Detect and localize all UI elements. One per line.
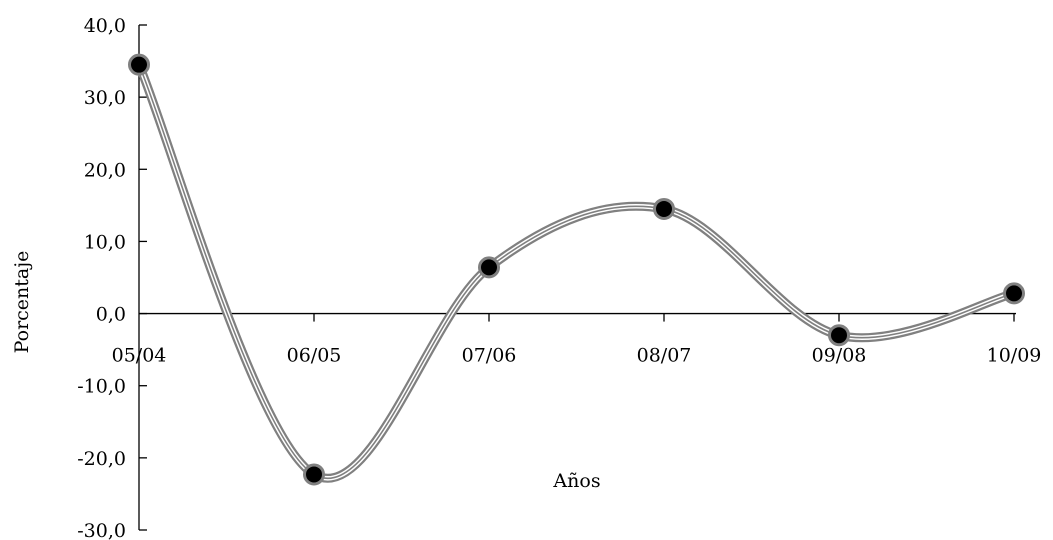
- x-axis: 05/04 06/05 07/06 08/07 09/08 10/09: [112, 312, 1042, 367]
- y-tick-label: 40,0: [84, 15, 126, 37]
- x-axis-title: Años: [552, 470, 600, 492]
- y-tick-label: -20,0: [77, 448, 126, 470]
- series-line: [134, 60, 1019, 483]
- data-point: [303, 463, 325, 486]
- y-tick-label: -30,0: [77, 520, 126, 540]
- x-tick-label: 07/06: [462, 345, 517, 367]
- y-tick-label: -10,0: [77, 376, 126, 398]
- data-point: [128, 53, 150, 76]
- y-axis-title: Porcentaje: [11, 251, 33, 354]
- data-point: [828, 324, 850, 347]
- x-tick-label: 10/09: [987, 345, 1042, 367]
- data-point: [478, 256, 500, 279]
- y-tick-label: 30,0: [84, 87, 126, 109]
- data-points: [128, 53, 1025, 486]
- data-point: [1003, 282, 1025, 305]
- y-tick-label: 20,0: [84, 159, 126, 181]
- x-tick-label: 09/08: [812, 345, 867, 367]
- series-line-inner: [136, 62, 1017, 481]
- y-tick-label: 10,0: [84, 231, 126, 253]
- y-axis: -30,0 -20,0 -10,0 0,0 10,0 20,0 30,0 40,0: [77, 15, 147, 540]
- x-tick-label: 06/05: [287, 345, 342, 367]
- x-tick-label: 05/04: [112, 345, 167, 367]
- x-tick-label: 08/07: [637, 345, 692, 367]
- data-point: [653, 197, 675, 220]
- y-tick-label: 0,0: [96, 304, 126, 326]
